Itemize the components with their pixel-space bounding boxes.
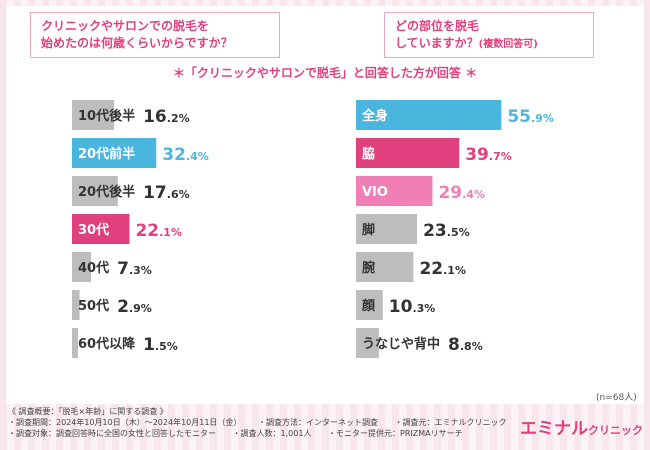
bar-value-label: 16.2%	[143, 107, 190, 127]
bar-age-6	[72, 328, 78, 358]
bar-value-label: 32.4%	[162, 145, 209, 165]
sample-size-note: (n=68人)	[596, 393, 637, 403]
footer-item: ・調査元：エミナルクリニック	[394, 418, 507, 427]
bar-value-label: 39.7%	[465, 145, 512, 165]
bar-category-label: うなじや背中	[362, 336, 440, 352]
bar-age-0	[72, 100, 115, 130]
bar-value-label: 17.6%	[143, 183, 190, 203]
bar-category-label: 脇	[362, 146, 375, 162]
bar-category-label: 顔	[361, 298, 376, 314]
question-right-line2: していますか？	[395, 36, 479, 50]
chart-subtitle: ＊「クリニックやサロンで脱毛」と回答した方が回答 ＊	[172, 66, 478, 80]
bar-value-label: 7.3%	[117, 259, 152, 279]
bar-value-label: 10.3%	[389, 297, 436, 317]
brand-logo: エミナルクリニック	[520, 414, 643, 439]
bar-value-label: 55.9%	[507, 107, 554, 127]
bar-value-label: 29.4%	[438, 183, 485, 203]
survey-footer: 《 調査概要：「脱毛×年齢」に関する調査 》 ・調査期間：2024年10月10日…	[8, 406, 528, 439]
footer-line2: ・調査期間：2024年10月10日（木）〜2024年10月11日（金） ・調査方…	[8, 417, 528, 428]
question-right-line1: どの部位を脱毛	[395, 19, 480, 33]
bar-category-label: 脚	[362, 222, 375, 238]
bar-category-label: 腕	[362, 260, 375, 276]
question-right: どの部位を脱毛 していますか？(複数回答可)	[384, 12, 594, 58]
bar-category-label: 20代前半	[78, 146, 135, 162]
footer-item: ・調査人数：1,001人	[232, 429, 312, 438]
brand-logo-sub: クリニック	[588, 424, 643, 437]
footer-item: ・調査期間：2024年10月10日（木）〜2024年10月11日（金）	[8, 418, 242, 427]
bar-area-3	[356, 214, 418, 244]
bar-area-1	[356, 138, 460, 168]
bar-category-label: 60代以降	[78, 336, 136, 352]
footer-item: ・調査対象：調査回答時に全国の女性と回答したモニター	[8, 429, 216, 438]
bar-category-label: 全身	[361, 108, 388, 124]
footer-line3: ・調査対象：調査回答時に全国の女性と回答したモニター ・調査人数：1,001人 …	[8, 428, 528, 439]
question-right-note: (複数回答可)	[478, 39, 538, 50]
bar-category-label: VIO	[362, 185, 388, 200]
bar-category-label: 40代	[78, 260, 109, 276]
bar-category-label: 30代	[78, 222, 109, 238]
bar-age-3	[72, 214, 130, 244]
bar-age-5	[72, 290, 80, 320]
question-left: クリニックやサロンでの脱毛を 始めたのは何歳くらいからですか？	[30, 12, 280, 58]
footer-item: 《 調査概要：「脱毛×年齢」に関する調査 》	[8, 407, 168, 416]
brand-logo-main: エミナル	[520, 419, 588, 439]
bar-category-label: 50代	[78, 298, 109, 314]
bar-area-4	[356, 252, 414, 282]
bar-value-label: 8.8%	[448, 335, 483, 355]
footer-item: ・調査方法：インターネット調査	[257, 418, 378, 427]
bar-value-label: 23.5%	[423, 221, 470, 241]
bar-area-0	[356, 100, 502, 130]
bar-value-label: 1.5%	[143, 335, 178, 355]
bar-area-2	[356, 176, 433, 206]
bar-category-label: 20代後半	[78, 184, 135, 200]
bar-age-4	[72, 252, 91, 282]
bar-value-label: 2.9%	[117, 297, 152, 317]
bar-area-6	[356, 328, 379, 358]
question-left-line2: 始めたのは何歳くらいからですか？	[41, 36, 233, 50]
bar-age-2	[72, 176, 118, 206]
bar-category-label: 10代後半	[78, 108, 135, 124]
footer-line1: 《 調査概要：「脱毛×年齢」に関する調査 》	[8, 406, 528, 417]
bar-age-1	[72, 138, 157, 168]
bar-area-5	[356, 290, 383, 320]
footer-item: ・モニター提供元：PRIZMAリサーチ	[328, 429, 463, 438]
question-left-line1: クリニックやサロンでの脱毛を	[41, 19, 210, 33]
bar-value-label: 22.1%	[135, 221, 182, 241]
bar-value-label: 22.1%	[419, 259, 466, 279]
